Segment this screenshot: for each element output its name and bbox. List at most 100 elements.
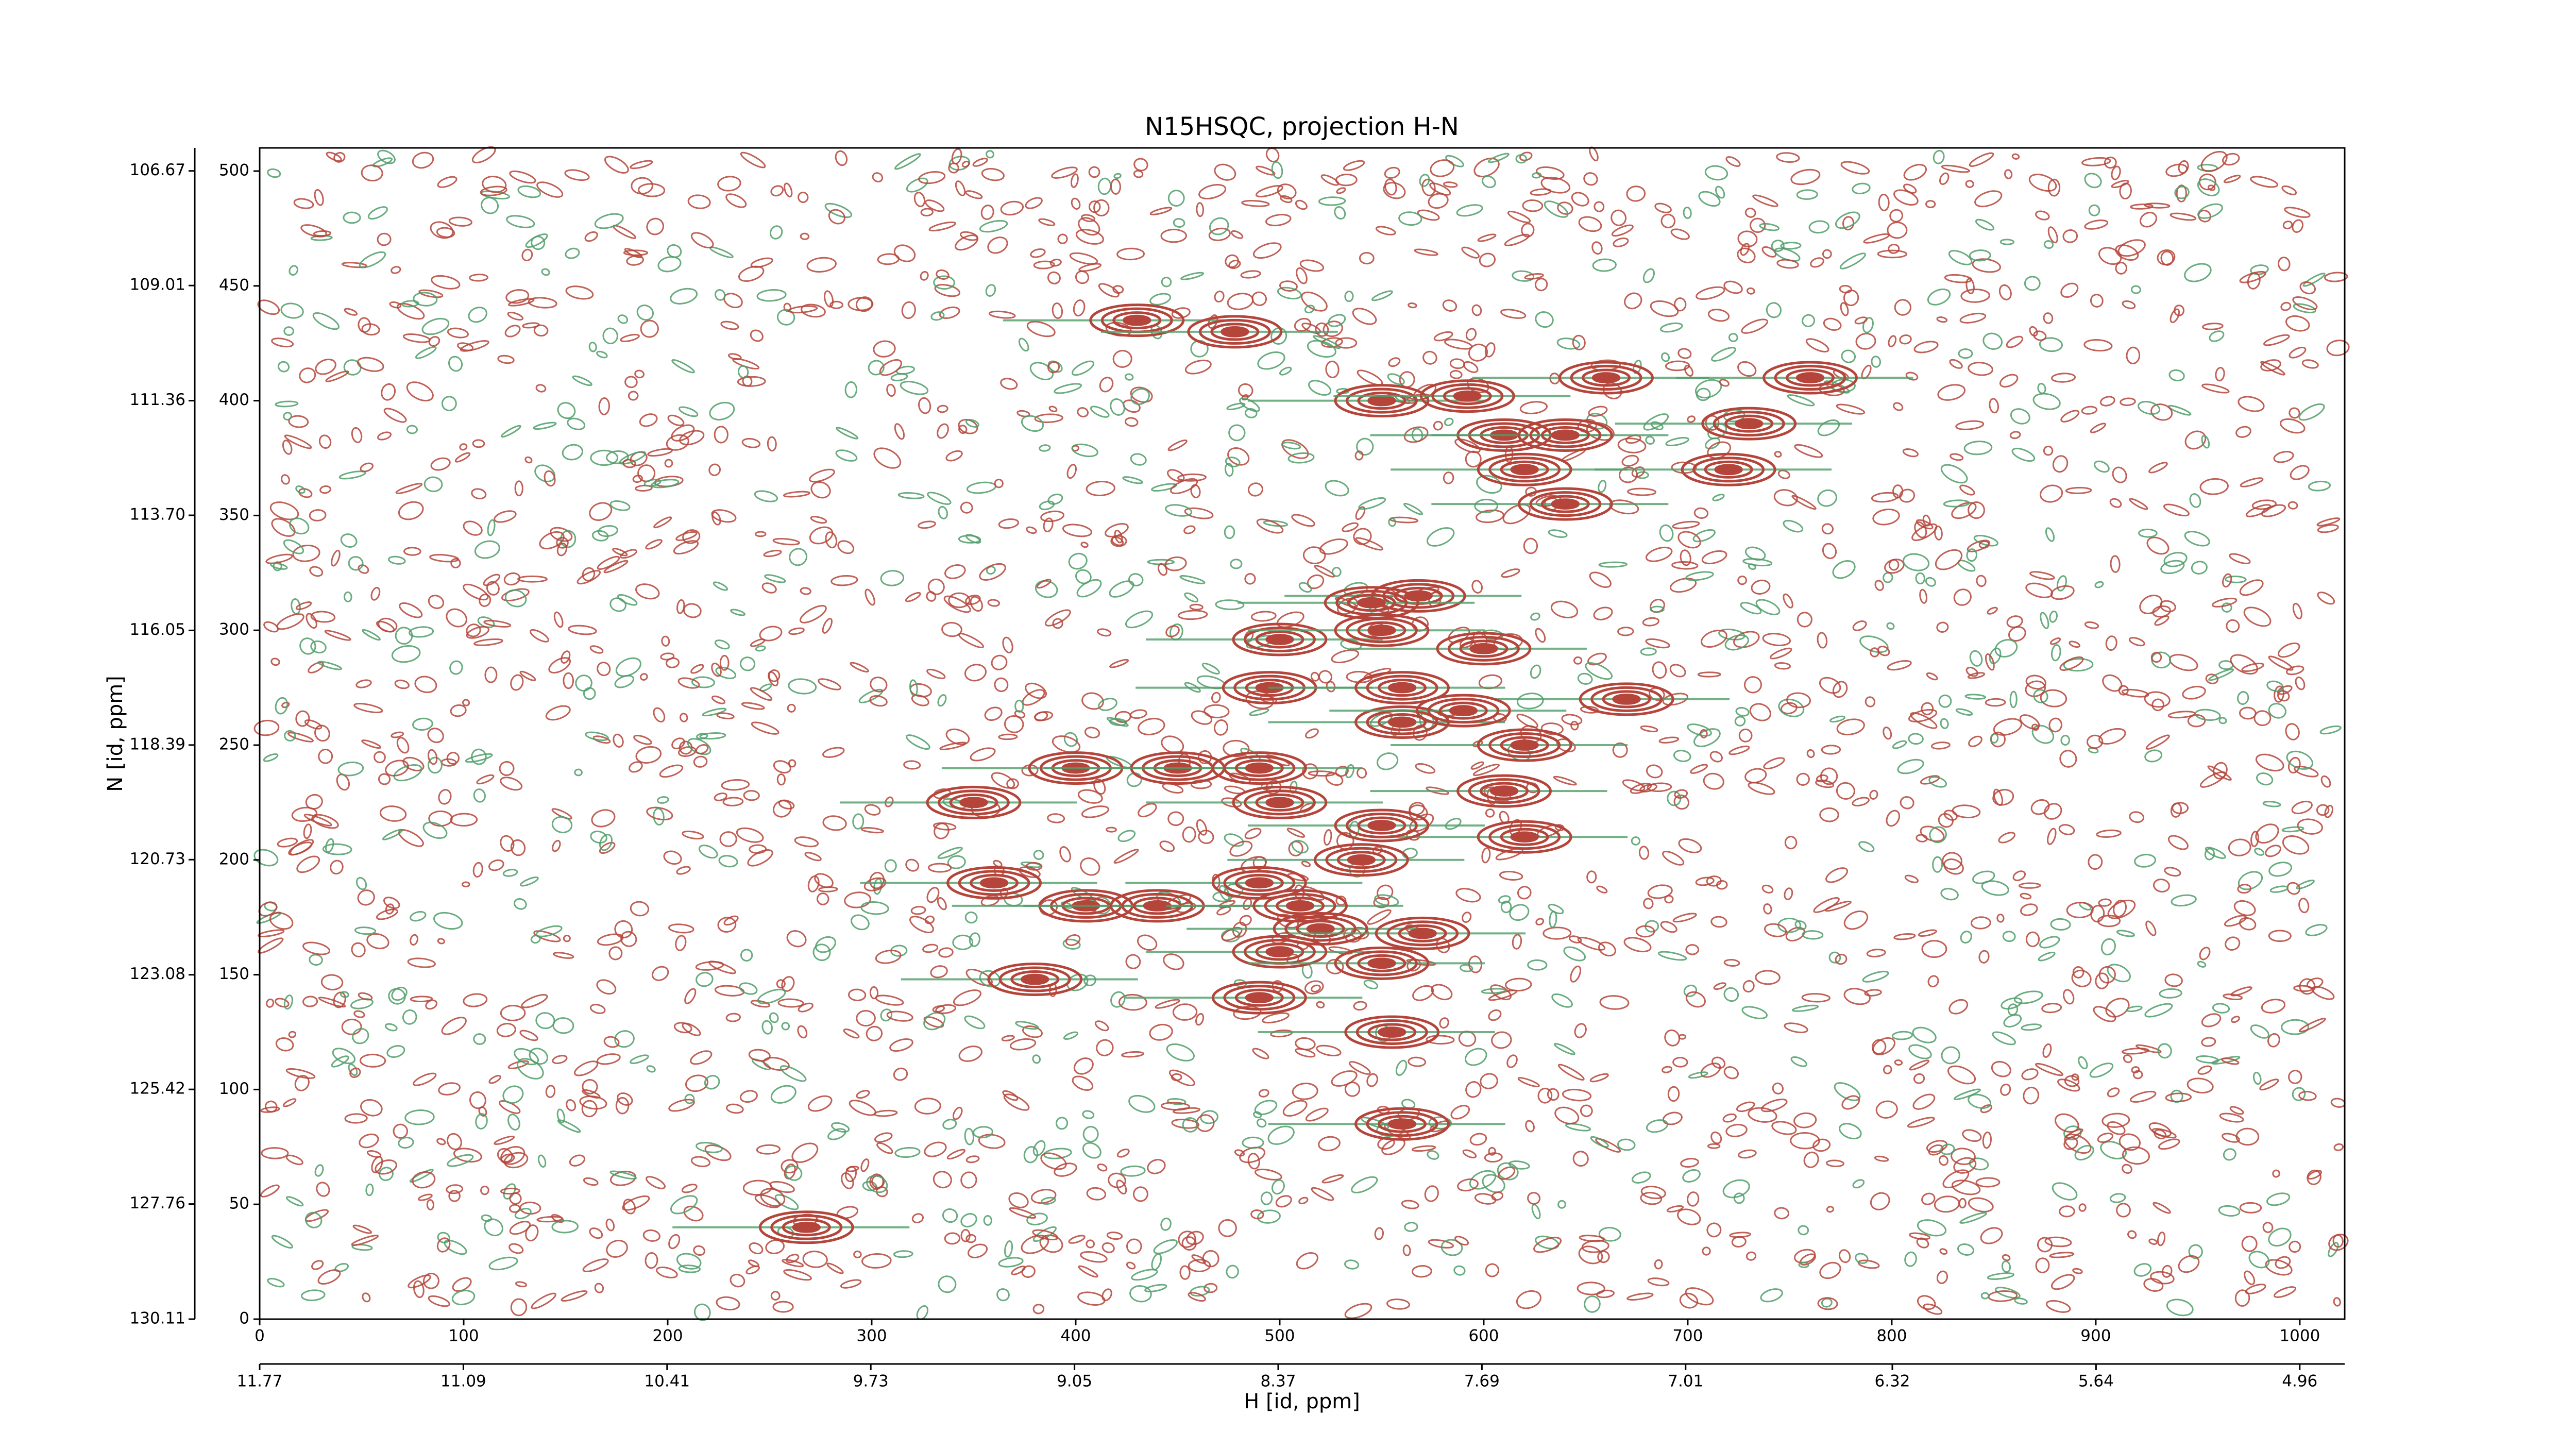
noise-contour xyxy=(1295,199,1308,210)
noise-contour xyxy=(1960,289,1990,303)
noise-contour xyxy=(394,679,410,689)
noise-contour xyxy=(810,481,831,499)
noise-contour xyxy=(1105,523,1129,537)
noise-contour xyxy=(1577,1282,1605,1295)
noise-contour xyxy=(2202,323,2224,330)
peak-contour xyxy=(1488,824,1561,850)
noise-contour xyxy=(1665,360,1690,372)
noise-contour xyxy=(504,325,521,338)
noise-contour xyxy=(845,1166,857,1183)
noise-contour xyxy=(1794,444,1823,458)
noise-contour xyxy=(720,321,739,330)
noise-contour xyxy=(626,255,645,266)
noise-contour xyxy=(750,687,773,701)
noise-contour xyxy=(1481,175,1496,189)
noise-contour xyxy=(1505,978,1532,992)
noise-contour xyxy=(1265,780,1282,795)
noise-contour xyxy=(1955,420,1985,430)
noise-contour xyxy=(1428,193,1449,209)
noise-contour xyxy=(1172,1107,1201,1114)
noise-contour xyxy=(633,734,652,745)
noise-contour xyxy=(2047,226,2058,244)
noise-contour xyxy=(1915,572,1925,585)
noise-contour xyxy=(1124,417,1139,427)
noise-contour xyxy=(624,376,638,389)
noise-contour xyxy=(1682,1169,1701,1183)
noise-contour xyxy=(541,268,550,276)
noise-contour xyxy=(1535,918,1545,925)
noise-contour xyxy=(798,1002,814,1013)
noise-contour xyxy=(2023,1086,2040,1105)
peak xyxy=(1125,981,1363,1015)
noise-contour xyxy=(1748,782,1775,795)
noise-contour xyxy=(1331,649,1360,664)
noise-contour xyxy=(2002,1254,2011,1261)
noise-contour xyxy=(1311,984,1321,992)
noise-contour xyxy=(2088,854,2103,870)
noise-contour xyxy=(690,1156,711,1168)
noise-contour xyxy=(1080,1251,1108,1263)
noise-contour xyxy=(309,566,324,577)
noise-contour xyxy=(1163,953,1184,970)
noise-contour xyxy=(393,1123,409,1139)
noise-contour xyxy=(1182,1117,1198,1133)
noise-contour xyxy=(961,160,970,168)
noise-contour xyxy=(1662,1066,1673,1073)
noise-contour xyxy=(1964,694,1986,700)
noise-contour xyxy=(1305,1107,1329,1122)
noise-contour xyxy=(2109,498,2122,508)
noise-contour xyxy=(979,563,1006,581)
noise-contour xyxy=(386,1045,405,1058)
noise-contour xyxy=(2009,690,2018,709)
noise-contour xyxy=(1316,1001,1325,1008)
noise-contour xyxy=(2048,717,2062,733)
noise-contour xyxy=(1953,1088,1981,1101)
noise-contour xyxy=(2098,247,2122,265)
noise-contour xyxy=(1490,984,1512,1001)
noise-contour xyxy=(1026,321,1056,338)
noise-contour xyxy=(1359,251,1375,265)
noise-contour xyxy=(2038,951,2056,962)
noise-contour xyxy=(1998,284,2012,300)
noise-contour xyxy=(1893,402,1904,411)
noise-contour xyxy=(1335,174,1358,187)
noise-contour xyxy=(2043,445,2054,456)
noise-contour xyxy=(1021,1235,1049,1254)
noise-contour xyxy=(894,423,905,440)
noise-contour xyxy=(1943,499,1970,508)
noise-contour xyxy=(1167,439,1188,451)
noise-contour xyxy=(2239,917,2257,931)
peak-contour xyxy=(1345,950,1418,976)
noise-contour xyxy=(1198,830,1214,844)
noise-contour xyxy=(2209,330,2225,342)
peak-contour xyxy=(1582,368,1631,387)
peak xyxy=(1431,487,1669,521)
peak-contour xyxy=(1692,457,1765,483)
peak-contour xyxy=(1347,594,1396,612)
noise-contour xyxy=(1725,1124,1748,1137)
noise-contour xyxy=(2230,986,2252,997)
y-tick-label: 200 xyxy=(219,850,249,868)
peak-contour xyxy=(1510,831,1539,843)
y-tick-label: 400 xyxy=(219,391,249,409)
noise-contour xyxy=(884,859,897,873)
x2-tick-label: 11.09 xyxy=(440,1372,486,1391)
noise-contour xyxy=(1453,1265,1466,1276)
noise-contour xyxy=(698,845,718,859)
noise-contour xyxy=(2133,1263,2152,1277)
noise-contour xyxy=(1291,839,1309,854)
noise-contour xyxy=(1484,342,1496,358)
noise-contour xyxy=(2154,615,2170,626)
noise-contour xyxy=(1889,209,1904,223)
noise-contour xyxy=(1968,1093,1992,1109)
noise-contour xyxy=(959,231,978,241)
noise-contour xyxy=(391,645,421,663)
noise-contour xyxy=(767,436,777,452)
noise-contour xyxy=(740,949,753,962)
noise-contour xyxy=(1838,1249,1851,1263)
noise-contour xyxy=(2317,524,2339,533)
noise-contour xyxy=(2205,673,2219,684)
noise-contour xyxy=(1071,443,1098,458)
noise-contour xyxy=(1335,337,1358,349)
peak-contour xyxy=(1724,414,1774,433)
